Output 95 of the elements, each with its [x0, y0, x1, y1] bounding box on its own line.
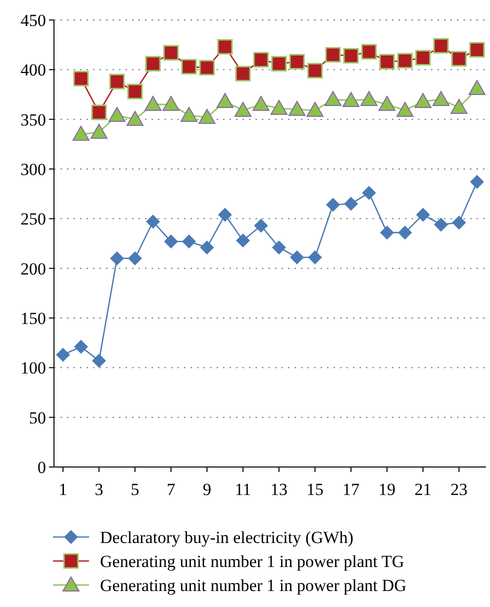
point	[270, 100, 288, 115]
point	[342, 92, 360, 107]
point	[234, 102, 252, 117]
x-tick-label: 1	[58, 480, 68, 499]
point	[396, 102, 414, 117]
point	[216, 92, 234, 108]
point	[199, 60, 215, 76]
point	[74, 340, 88, 354]
point	[90, 124, 108, 139]
point	[108, 106, 126, 122]
point	[324, 90, 342, 106]
point	[200, 240, 214, 254]
point	[272, 240, 286, 254]
point	[73, 70, 89, 86]
point	[109, 74, 125, 90]
point	[416, 208, 430, 222]
x-tick-label: 5	[130, 480, 140, 499]
point	[343, 48, 359, 64]
x-tick-label: 7	[166, 480, 176, 499]
point	[218, 208, 232, 222]
y-tick-label: 150	[20, 308, 46, 328]
x-tick-label: 23	[450, 480, 468, 499]
point	[164, 234, 178, 249]
point	[180, 106, 198, 122]
point	[307, 62, 323, 78]
point	[91, 104, 107, 120]
y-tick-label: 300	[20, 160, 46, 179]
point	[236, 234, 250, 248]
point	[127, 84, 143, 100]
point	[126, 110, 144, 126]
y-tick-label: 0	[38, 458, 46, 477]
point	[470, 174, 484, 189]
point	[181, 58, 197, 74]
point	[326, 198, 340, 212]
point	[468, 80, 486, 96]
legend-label: Declaratory buy-in electricity (GWh)	[100, 528, 354, 547]
point	[414, 92, 432, 108]
point	[92, 354, 106, 368]
point	[290, 250, 304, 264]
point	[72, 126, 90, 141]
y-tick-label: 100	[20, 358, 46, 378]
point	[379, 54, 395, 70]
point	[252, 96, 270, 111]
y-tick-label: 350	[20, 110, 46, 130]
x-tick-label: 3	[94, 480, 104, 499]
point	[289, 54, 305, 70]
y-tick-label: 200	[20, 259, 46, 278]
point	[360, 90, 378, 106]
point	[198, 108, 216, 124]
point	[452, 216, 466, 230]
x-tick-label: 19	[378, 480, 396, 499]
point	[56, 348, 70, 362]
point	[128, 251, 142, 266]
point	[415, 50, 431, 66]
point	[271, 56, 287, 72]
point	[434, 218, 448, 232]
point	[380, 226, 394, 240]
point	[325, 47, 341, 63]
y-tick-label: 250	[20, 210, 46, 229]
point	[308, 250, 322, 264]
legend-label: Generating unit number 1 in power plant DG	[100, 576, 406, 595]
y-tick-label: 50	[29, 408, 46, 428]
point	[217, 39, 233, 55]
point	[361, 44, 377, 60]
point	[288, 100, 306, 116]
x-tick-label: 17	[342, 480, 360, 499]
point	[432, 90, 450, 106]
legend-label: Generating unit number 1 in power plant TG	[100, 552, 404, 571]
y-tick-label: 450	[20, 10, 46, 30]
point	[451, 50, 467, 66]
x-tick-label: 21	[414, 480, 432, 499]
point	[182, 234, 196, 249]
x-tick-label: 15	[306, 480, 324, 499]
y-tick-label: 400	[20, 60, 46, 80]
point	[450, 98, 468, 114]
point	[144, 96, 162, 111]
point	[433, 38, 449, 54]
point	[254, 218, 268, 233]
point	[398, 226, 412, 240]
point	[397, 52, 413, 68]
point	[146, 214, 160, 229]
point	[469, 42, 485, 58]
point	[378, 96, 396, 111]
point	[306, 102, 324, 117]
point	[362, 186, 376, 200]
point	[344, 196, 358, 211]
x-tick-label: 9	[202, 480, 212, 499]
point	[162, 96, 180, 111]
point	[163, 45, 179, 61]
point	[110, 251, 124, 266]
x-tick-label: 11	[234, 480, 252, 499]
point	[253, 52, 269, 68]
point	[145, 56, 161, 72]
point	[235, 66, 251, 82]
x-tick-label: 13	[270, 480, 288, 499]
